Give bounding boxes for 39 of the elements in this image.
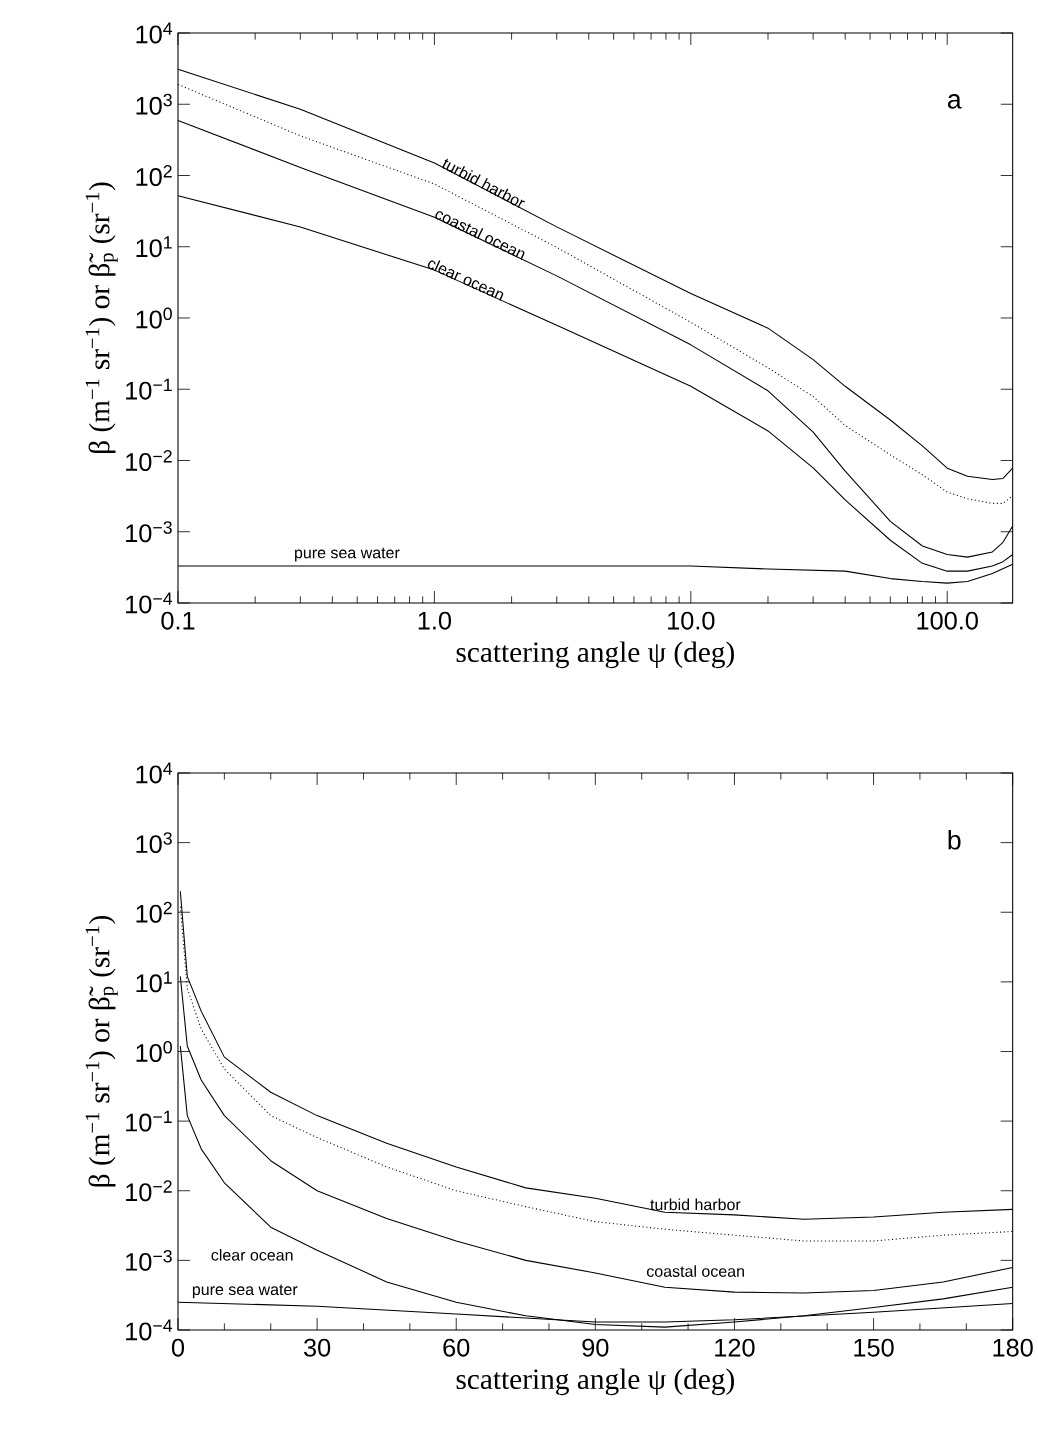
y-tick-label: 10$^{1}$ (136, 971, 172, 993)
x-tick-label: 30 (303, 1338, 331, 1357)
text: β (m$^{−1}$ sr$^{−1}$) or β̃$_{p}$ (sr$^{−1}$) (85, 915, 118, 1187)
legend-label: clear ocean (211, 1248, 293, 1261)
annotation: a (947, 94, 962, 109)
annotation: b (948, 830, 961, 850)
y-tick-label: 10$^{−3}$ (126, 521, 172, 543)
text: β (m$^{−1}$ sr$^{−1}$) or β̃$_{p}$ (sr$^{−1}$) (85, 182, 118, 453)
y-tick-label: 10$^{3}$ (136, 832, 172, 854)
x-axis-title: scattering angle ψ (deg) (456, 641, 734, 669)
series-label: coastal ocean (646, 1265, 744, 1277)
series-label: pure sea water (294, 547, 400, 562)
text: clear ocean (427, 260, 504, 301)
y-tick-label: 10$^{1}$ (136, 236, 172, 258)
y-tick-label: 10$^{−3}$ (126, 1249, 172, 1271)
x-tick-label: 150 (854, 1338, 894, 1357)
x-tick-label: 10.0 (667, 611, 715, 630)
y-tick-label: 10$^{−1}$ (126, 378, 172, 400)
y-tick-label: 10$^{−4}$ (126, 1319, 172, 1341)
x-axis-title: scattering angle ψ (deg) (456, 1368, 734, 1396)
series-label: turbid harbor (650, 1198, 741, 1211)
y-tick-label: 10$^{0}$ (136, 307, 172, 329)
x-tick-label: 1.0 (418, 611, 451, 630)
y-tick-label: 10$^{4}$ (136, 22, 172, 44)
x-tick-label: 100.0 (917, 611, 978, 630)
y-tick-label: 10$^{2}$ (136, 901, 172, 923)
x-tick-label: 120 (715, 1338, 755, 1357)
x-tick-label: 0 (171, 1338, 184, 1357)
x-tick-label: 60 (443, 1338, 470, 1357)
y-tick-label: 10$^{4}$ (136, 762, 172, 784)
y-tick-label: 10$^{2}$ (136, 165, 172, 186)
x-tick-label: 90 (582, 1338, 609, 1357)
y-tick-label: 10$^{−1}$ (126, 1110, 172, 1132)
y-tick-label: 10$^{−2}$ (126, 450, 172, 471)
y-tick-label: 10$^{−2}$ (126, 1180, 172, 1202)
x-tick-label: 180 (993, 1338, 1033, 1357)
y-tick-label: 10$^{3}$ (136, 93, 172, 115)
series-label: pure sea water (192, 1284, 298, 1299)
y-tick-label: 10$^{0}$ (136, 1041, 172, 1062)
